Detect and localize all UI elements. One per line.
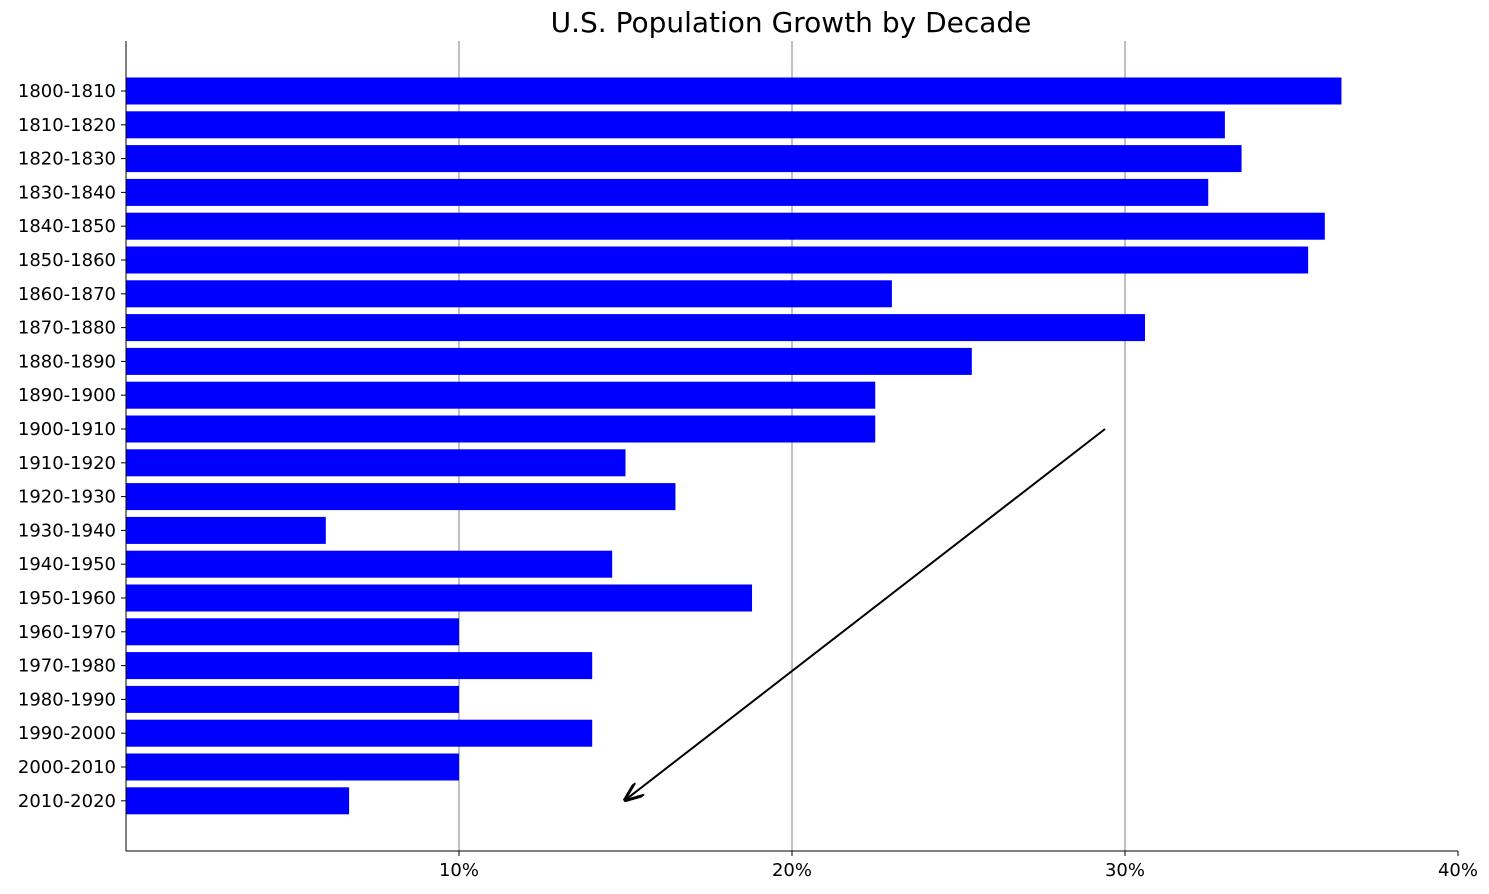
y-tick-label: 1850-1860 [18,250,116,271]
y-tick-label: 1950-1960 [18,588,116,609]
x-tick-label: 30% [1105,860,1145,881]
y-tick-label: 1960-1970 [18,622,116,643]
bar [126,685,459,713]
bar [126,483,676,511]
y-tick-label: 1870-1880 [18,318,116,339]
axes [121,41,1459,856]
bar [126,719,593,747]
y-tick-label: 1980-1990 [18,689,116,710]
y-tick-label: 1990-2000 [18,723,116,744]
y-tick-labels: 1800-1810 1810-1820 1820-1830 1830-1840 1840… [18,81,116,812]
bar [126,246,1309,274]
chart-title: U.S. Population Growth by Decade [551,6,1032,39]
bar [126,550,613,578]
y-tick-label: 1930-1940 [18,520,116,541]
y-tick-label: 1890-1900 [18,385,116,406]
x-tick-label: 20% [772,860,812,881]
bar [126,652,593,680]
y-tick-label: 1900-1910 [18,419,116,440]
y-tick-label: 2010-2020 [18,791,116,812]
bar [126,618,459,646]
bar [126,449,626,477]
annotation-arrow [626,428,1106,800]
y-tick-label: 1920-1930 [18,487,116,508]
bar [126,145,1242,173]
bar [126,314,1145,342]
bar [126,212,1325,240]
y-tick-label: 1860-1870 [18,284,116,305]
y-tick-label: 1820-1830 [18,149,116,170]
y-tick-label: 1970-1980 [18,656,116,677]
bar [126,753,459,781]
y-tick-label: 1800-1810 [18,81,116,102]
bar [126,280,892,308]
bar [126,516,326,544]
bar [126,584,753,612]
bar [126,347,972,375]
y-tick-label: 1830-1840 [18,182,116,203]
y-tick-label: 1880-1890 [18,351,116,372]
y-tick-label: 1810-1820 [18,115,116,136]
gridlines [458,41,1126,851]
y-tick-label: 1840-1850 [18,216,116,237]
bar [126,178,1209,206]
bar [126,77,1342,105]
x-tick-label: 40% [1438,860,1478,881]
bars [126,77,1342,815]
bar [126,111,1225,139]
x-tick-label: 10% [439,860,479,881]
y-tick-label: 2000-2010 [18,757,116,778]
x-tick-labels: 10% 20% 30% 40% [439,860,1478,881]
bar [126,787,350,815]
bar [126,415,876,443]
y-tick-label: 1910-1920 [18,453,116,474]
annotations [626,428,1106,800]
y-tick-label: 1940-1950 [18,554,116,575]
bar [126,381,876,409]
